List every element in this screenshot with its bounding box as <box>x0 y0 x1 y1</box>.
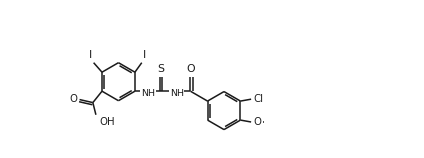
Text: NH: NH <box>170 89 184 98</box>
Text: I: I <box>143 50 147 60</box>
Text: S: S <box>157 64 164 74</box>
Text: O: O <box>254 117 262 127</box>
Text: O: O <box>69 94 77 104</box>
Text: I: I <box>89 50 92 60</box>
Text: NH: NH <box>141 89 155 98</box>
Text: OH: OH <box>99 117 114 127</box>
Text: O: O <box>187 64 195 74</box>
Text: Cl: Cl <box>254 94 264 104</box>
